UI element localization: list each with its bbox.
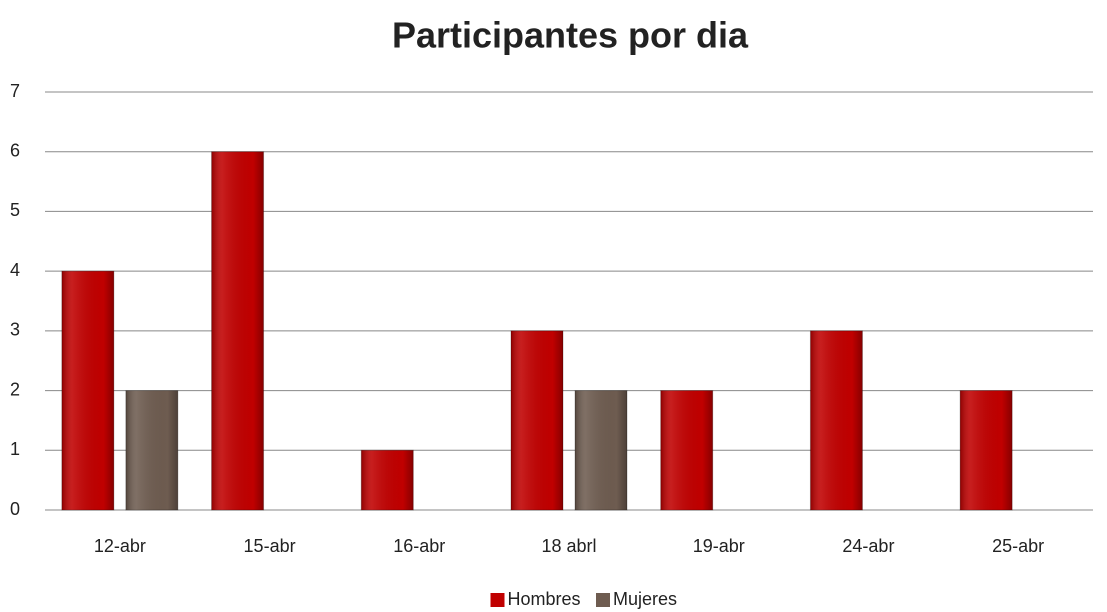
bar <box>660 390 714 511</box>
bar <box>211 151 265 511</box>
x-tick-label: 16-abr <box>393 536 445 556</box>
bar <box>809 330 863 511</box>
bar <box>510 330 564 511</box>
legend-swatch <box>490 593 505 607</box>
legend-label: Hombres <box>508 589 581 609</box>
x-tick-label: 25-abr <box>992 536 1044 556</box>
y-tick-label: 5 <box>10 200 20 220</box>
x-tick-label: 18 abrl <box>541 536 596 556</box>
chart-title: Participantes por dia <box>392 15 749 56</box>
x-tick-label: 12-abr <box>94 536 146 556</box>
x-tick-label: 19-abr <box>693 536 745 556</box>
y-tick-label: 1 <box>10 439 20 459</box>
y-tick-label: 3 <box>10 320 20 340</box>
bar <box>125 390 179 511</box>
bar <box>61 270 115 511</box>
x-tick-label: 15-abr <box>244 536 296 556</box>
y-tick-label: 0 <box>10 499 20 519</box>
legend-label: Mujeres <box>613 589 677 609</box>
x-tick-label: 24-abr <box>842 536 894 556</box>
bar <box>360 449 414 511</box>
bar <box>574 390 628 511</box>
y-tick-label: 6 <box>10 140 20 160</box>
legend-swatch <box>596 593 610 607</box>
y-tick-label: 7 <box>10 81 20 101</box>
bar <box>959 390 1013 511</box>
y-tick-label: 2 <box>10 379 20 399</box>
y-tick-label: 4 <box>10 260 20 280</box>
